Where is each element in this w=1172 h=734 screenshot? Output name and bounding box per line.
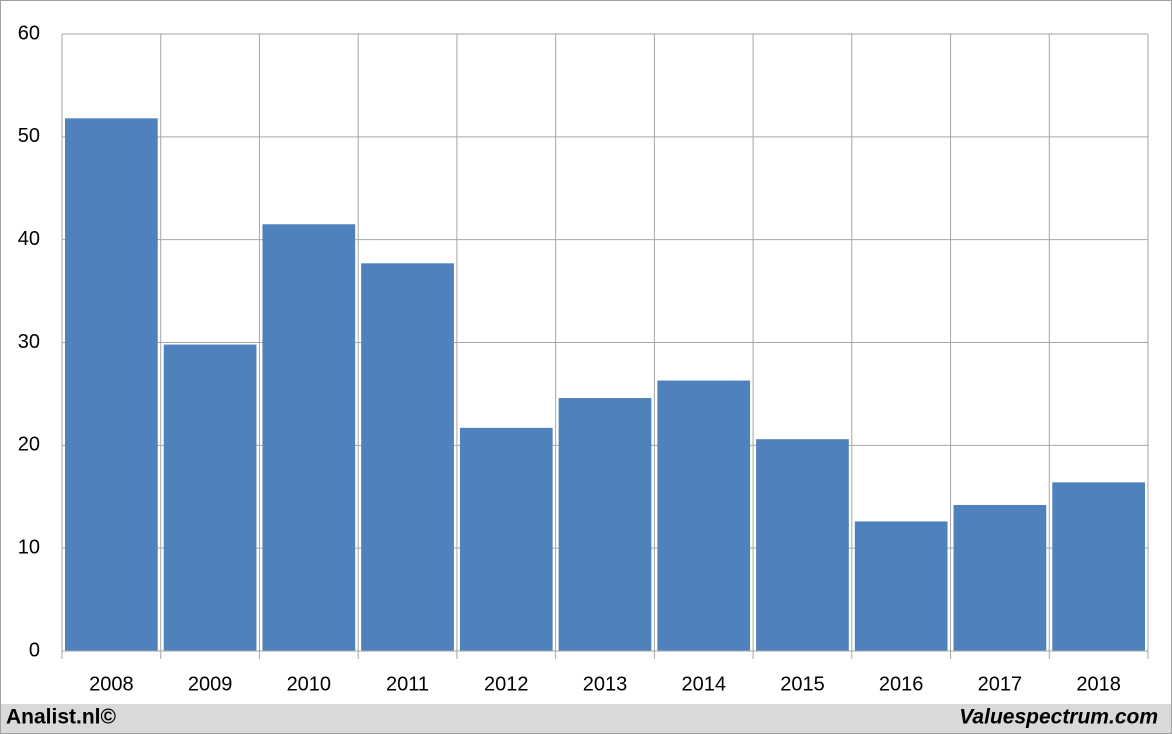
y-tick-label: 60 xyxy=(18,22,40,44)
bar xyxy=(953,504,1047,651)
x-tick-label: 2013 xyxy=(583,673,628,695)
bar xyxy=(361,263,454,651)
x-tick-label: 2015 xyxy=(780,673,825,695)
x-tick-label: 2012 xyxy=(484,673,529,695)
bar xyxy=(262,224,356,651)
bar xyxy=(657,380,751,651)
y-tick-label: 40 xyxy=(18,228,40,250)
footer-band xyxy=(1,704,1171,733)
y-tick-label: 30 xyxy=(18,331,40,353)
bar xyxy=(756,439,849,651)
x-tick-label: 2017 xyxy=(978,673,1023,695)
bar xyxy=(65,118,158,651)
x-tick-label: 2010 xyxy=(287,673,332,695)
x-tick-label: 2009 xyxy=(188,673,233,695)
bar xyxy=(459,427,553,651)
bar xyxy=(163,344,257,651)
bar xyxy=(854,521,948,651)
y-tick-label: 10 xyxy=(18,536,40,558)
y-tick-label: 20 xyxy=(18,434,40,456)
x-tick-label: 2014 xyxy=(681,673,726,695)
y-tick-label: 50 xyxy=(18,125,40,147)
bar xyxy=(1052,482,1145,651)
footer-left: Analist.nl© xyxy=(6,706,117,729)
x-tick-label: 2008 xyxy=(89,673,134,695)
x-tick-label: 2018 xyxy=(1076,673,1121,695)
footer-right: Valuespectrum.com xyxy=(959,706,1158,729)
x-tick-label: 2016 xyxy=(879,673,924,695)
y-tick-label: 0 xyxy=(29,639,40,661)
bar xyxy=(558,398,652,651)
x-tick-label: 2011 xyxy=(386,673,429,695)
